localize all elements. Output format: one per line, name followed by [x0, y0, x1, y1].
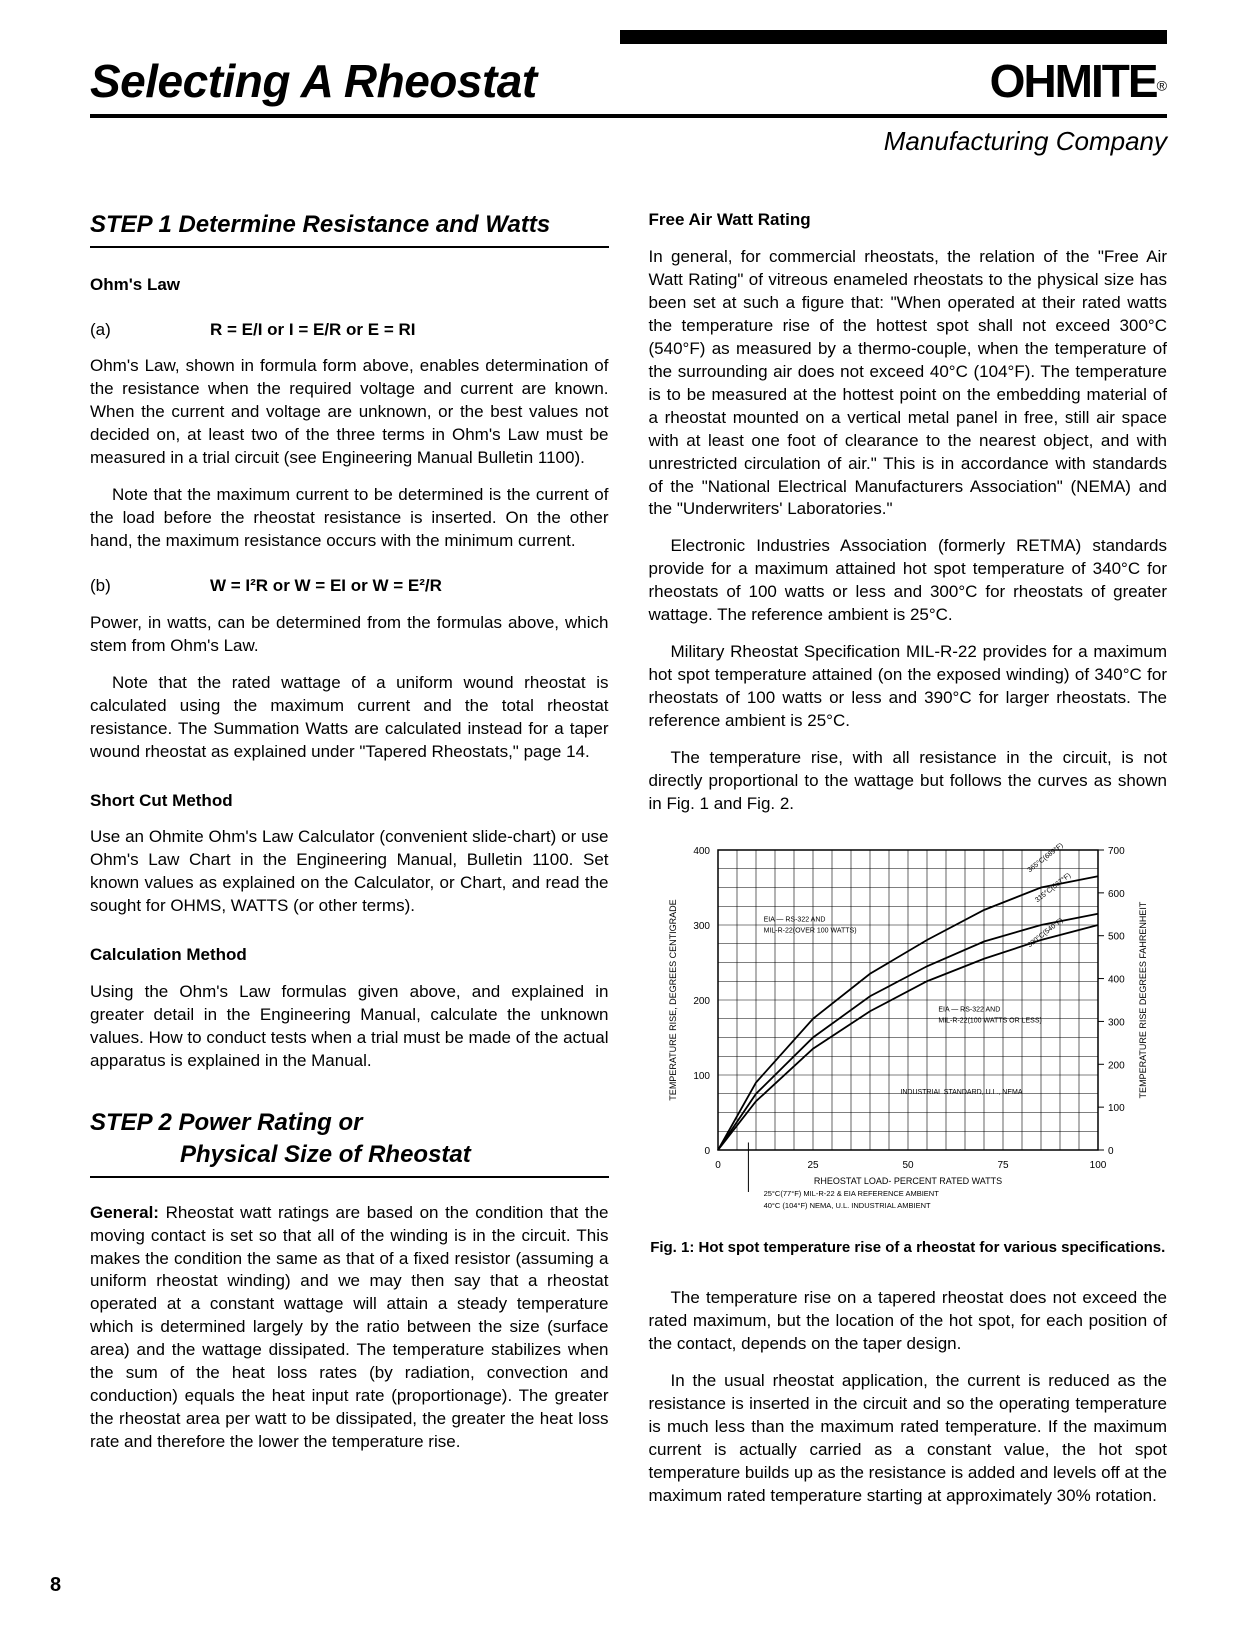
step2-line2: Physical Size of Rheostat — [90, 1141, 471, 1168]
sub-brand: Manufacturing Company — [90, 124, 1167, 159]
svg-text:EIA — RS-322 AND: EIA — RS-322 AND — [763, 916, 825, 923]
p-r2: Electronic Industries Association (forme… — [649, 535, 1168, 627]
svg-text:400: 400 — [693, 846, 710, 857]
svg-text:25: 25 — [807, 1160, 819, 1171]
free-air-head: Free Air Watt Rating — [649, 209, 1168, 232]
svg-text:RHEOSTAT LOAD- PERCENT RATED W: RHEOSTAT LOAD- PERCENT RATED WATTS — [814, 1176, 1002, 1186]
svg-text:400: 400 — [1108, 974, 1125, 985]
left-column: STEP 1 Determine Resistance and Watts Oh… — [90, 209, 609, 1521]
p-r3: Military Rheostat Specification MIL-R-22… — [649, 641, 1168, 733]
svg-text:200: 200 — [693, 996, 710, 1007]
right-column: Free Air Watt Rating In general, for com… — [649, 209, 1168, 1521]
p-l2: Note that the maximum current to be dete… — [90, 484, 609, 553]
p-r1: In general, for commercial rheostats, th… — [649, 246, 1168, 521]
brand-wrap: OHMITE® — [990, 50, 1167, 112]
svg-text:TEMPERATURE RISE DEGREES FAHRE: TEMPERATURE RISE DEGREES FAHRENHEIT — [1138, 901, 1148, 1098]
step1-head: STEP 1 Determine Resistance and Watts — [90, 209, 609, 247]
b-formula: W = I²R or W = EI or W = E²/R — [210, 575, 442, 598]
svg-text:500: 500 — [1108, 931, 1125, 942]
calc-head: Calculation Method — [90, 944, 609, 967]
svg-text:200: 200 — [1108, 1060, 1125, 1071]
svg-text:MIL-R-22(100 WATTS OR LESS): MIL-R-22(100 WATTS OR LESS) — [938, 1017, 1041, 1024]
chart-svg: 0255075100010020030040001002003004005006… — [658, 830, 1158, 1230]
ohms-law-head: Ohm's Law — [90, 274, 609, 297]
p-l3: Power, in watts, can be determined from … — [90, 612, 609, 658]
top-bar — [620, 30, 1167, 44]
p-l7-body: Rheostat watt ratings are based on the c… — [90, 1203, 609, 1451]
p-r6: In the usual rheostat application, the c… — [649, 1370, 1168, 1508]
p-r4: The temperature rise, with all resistanc… — [649, 747, 1168, 816]
svg-text:700: 700 — [1108, 846, 1125, 857]
svg-text:0: 0 — [1108, 1146, 1114, 1157]
svg-text:25°C(77°F) MIL-R-22 & EIA REFE: 25°C(77°F) MIL-R-22 & EIA REFERENCE AMBI… — [763, 1189, 939, 1198]
svg-text:TEMPERATURE RISE, DEGREES CENT: TEMPERATURE RISE, DEGREES CENTIGRADE — [668, 899, 678, 1100]
a-formula: R = E/I or I = E/R or E = RI — [210, 319, 415, 342]
step2-head: STEP 2 Power Rating or Physical Size of … — [90, 1107, 609, 1178]
svg-text:40°C (104°F) NEMA, U.L. INDUST: 40°C (104°F) NEMA, U.L. INDUSTRIAL AMBIE… — [763, 1201, 930, 1210]
svg-text:75: 75 — [997, 1160, 1009, 1171]
svg-text:MIL-R-22(OVER 100 WATTS): MIL-R-22(OVER 100 WATTS) — [763, 927, 856, 934]
svg-text:300: 300 — [1108, 1017, 1125, 1028]
p-l1: Ohm's Law, shown in formula form above, … — [90, 355, 609, 470]
header-row: Selecting A Rheostat OHMITE® — [90, 50, 1167, 118]
step2-line1: STEP 2 Power Rating or — [90, 1109, 363, 1136]
p-l6: Using the Ohm's Law formulas given above… — [90, 981, 609, 1073]
a-label: (a) — [90, 319, 210, 342]
svg-text:EIA — RS-322 AND: EIA — RS-322 AND — [938, 1006, 1000, 1013]
chart-box: 0255075100010020030040001002003004005006… — [649, 830, 1168, 1258]
svg-text:0: 0 — [704, 1146, 710, 1157]
chart-caption: Fig. 1: Hot spot temperature rise of a r… — [649, 1238, 1168, 1258]
brand-name: OHMITE — [990, 55, 1157, 107]
svg-text:300: 300 — [693, 921, 710, 932]
page-number: 8 — [50, 1572, 1167, 1599]
svg-text:100: 100 — [1089, 1160, 1106, 1171]
svg-text:50: 50 — [902, 1160, 914, 1171]
svg-text:100: 100 — [693, 1071, 710, 1082]
b-label: (b) — [90, 575, 210, 598]
svg-text:100: 100 — [1108, 1103, 1125, 1114]
svg-text:600: 600 — [1108, 889, 1125, 900]
p-l4: Note that the rated wattage of a uniform… — [90, 672, 609, 764]
shortcut-head: Short Cut Method — [90, 790, 609, 813]
svg-text:0: 0 — [715, 1160, 721, 1171]
p-l5: Use an Ohmite Ohm's Law Calculator (conv… — [90, 826, 609, 918]
main-title: Selecting A Rheostat — [90, 50, 537, 112]
brand-reg: ® — [1157, 78, 1167, 94]
svg-text:INDUSTRIAL STANDARD, U.L., NEM: INDUSTRIAL STANDARD, U.L., NEMA — [900, 1088, 1022, 1095]
general-label: General: — [90, 1203, 159, 1222]
p-l7: General: Rheostat watt ratings are based… — [90, 1202, 609, 1454]
formula-a: (a) R = E/I or I = E/R or E = RI — [90, 319, 609, 342]
formula-b: (b) W = I²R or W = EI or W = E²/R — [90, 575, 609, 598]
p-r5: The temperature rise on a tapered rheost… — [649, 1287, 1168, 1356]
columns: STEP 1 Determine Resistance and Watts Oh… — [90, 209, 1167, 1521]
